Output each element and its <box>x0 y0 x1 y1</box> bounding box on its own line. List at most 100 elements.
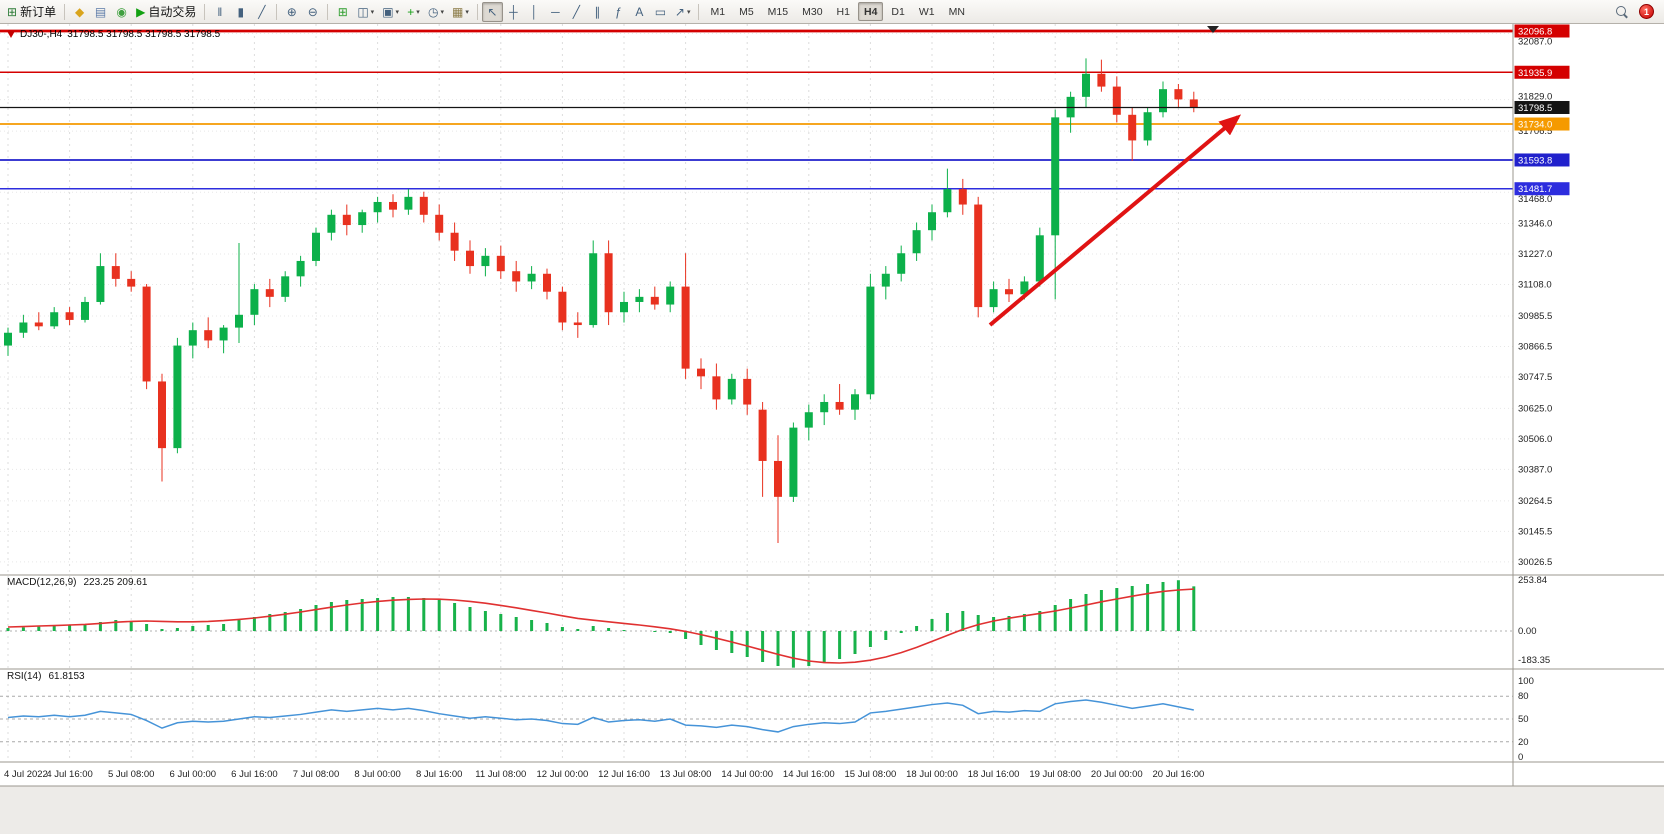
arrows-icon: ↗ <box>674 4 685 19</box>
crosshair-button[interactable]: ┼ <box>503 2 524 22</box>
price-tick-label: 31829.0 <box>1518 92 1552 103</box>
vertical-line-button[interactable]: │ <box>524 2 545 22</box>
timeframe-w1[interactable]: W1 <box>913 2 941 21</box>
price-tick-label: 30026.5 <box>1518 557 1552 568</box>
price-badge-label: 31481.7 <box>1518 184 1552 195</box>
candle-body <box>774 460 782 497</box>
price-scale[interactable] <box>1513 24 1664 786</box>
toolbar-separator <box>327 3 329 20</box>
time-axis-label: 19 Jul 08:00 <box>1029 769 1081 780</box>
time-axis-label: 20 Jul 00:00 <box>1091 769 1143 780</box>
timeframe-m15[interactable]: M15 <box>762 2 794 21</box>
chart-header: DJ30-,H4 31798.5 31798.5 31798.5 31798.5 <box>7 29 220 40</box>
autotrading-button[interactable]: ▶ 自动交易 <box>132 2 200 22</box>
candle-body <box>466 250 474 267</box>
macd-signal-line <box>7 588 1194 664</box>
candle-body <box>1005 289 1013 295</box>
new-order-button-label: 新订单 <box>20 5 57 19</box>
channel-button[interactable]: ∥ <box>587 2 608 22</box>
candle-body <box>389 201 397 210</box>
candle-body <box>342 214 351 226</box>
candle-body <box>789 427 798 497</box>
fibonacci-icon: ƒ <box>615 4 622 19</box>
candle-body <box>1143 112 1152 141</box>
time-axis-label: 4 Jul 16:00 <box>46 769 92 780</box>
dropdown-caret-icon: ▾ <box>465 8 469 16</box>
arrows-button[interactable]: ↗ ▾ <box>671 2 695 22</box>
timeframe-h1[interactable]: H1 <box>831 2 856 21</box>
symbol-marker-icon <box>7 31 15 38</box>
candle-body <box>250 289 259 315</box>
candle-body <box>158 381 166 449</box>
label-button[interactable]: ▭ <box>650 2 671 22</box>
candle-body <box>111 266 120 279</box>
price-tick-label: 30625.0 <box>1518 403 1552 414</box>
new-chart-button[interactable]: ⊞ <box>332 2 353 22</box>
candle-body <box>235 314 243 328</box>
candle-body <box>989 289 998 308</box>
toolbar-separator <box>64 3 66 20</box>
timeframe-m30[interactable]: M30 <box>796 2 828 21</box>
chart-shift-marker-icon[interactable] <box>1207 26 1219 33</box>
price-tick-label: 30506.0 <box>1518 434 1552 445</box>
candles <box>4 58 1198 543</box>
cascade-windows-button[interactable]: ◫ ▾ <box>353 2 378 22</box>
price-tick-label: 31108.0 <box>1518 280 1552 291</box>
time-axis-label: 12 Jul 16:00 <box>598 769 650 780</box>
candle-body <box>727 378 736 400</box>
timeframe-d1[interactable]: D1 <box>885 2 910 21</box>
search-icon[interactable] <box>1615 5 1629 19</box>
time-axis-label: 14 Jul 00:00 <box>721 769 773 780</box>
cursor-button[interactable]: ↖ <box>481 1 503 22</box>
rsi-value: 61.8153 <box>48 671 85 682</box>
indicators-icon: + <box>407 4 415 19</box>
price-badge-label: 31593.8 <box>1518 155 1552 166</box>
trendline-button[interactable]: ╱ <box>566 2 587 22</box>
metaeditor-button[interactable]: ◆ <box>69 2 90 22</box>
fibonacci-button[interactable]: ƒ <box>608 2 629 22</box>
horizontal-line-button[interactable]: ─ <box>545 2 566 22</box>
periods-button[interactable]: ◷ ▾ <box>424 2 448 22</box>
zoom-out-button[interactable]: ⊖ <box>302 2 323 22</box>
candle-body <box>404 196 413 210</box>
text-button[interactable]: A <box>629 2 650 22</box>
trend-arrow[interactable] <box>988 114 1242 327</box>
candle-body <box>19 322 28 333</box>
candle-body <box>758 409 767 461</box>
time-axis-label: 6 Jul 16:00 <box>231 769 277 780</box>
market-watch-button[interactable]: ◉ <box>111 2 132 22</box>
time-axis-label: 8 Jul 16:00 <box>416 769 462 780</box>
candle-body <box>1174 89 1183 100</box>
new-order-button[interactable]: ⊞ 新订单 <box>3 2 60 22</box>
candle-body <box>142 286 151 382</box>
candle-body <box>635 296 644 302</box>
timeframe-m1[interactable]: M1 <box>704 2 731 21</box>
time-axis[interactable] <box>0 762 1513 786</box>
templates-button[interactable]: ▦ ▾ <box>448 2 473 22</box>
line-chart-button[interactable]: ╱ <box>251 2 272 22</box>
timeframe-mn[interactable]: MN <box>943 2 971 21</box>
notification-badge[interactable]: 1 <box>1639 4 1654 19</box>
candle-body <box>666 286 675 305</box>
candle-body <box>912 230 921 254</box>
toolbar-separator <box>698 3 700 20</box>
price-tick-label: 30747.5 <box>1518 372 1552 383</box>
price-tick-label: 30985.5 <box>1518 311 1552 322</box>
ohlc-values: 31798.5 31798.5 31798.5 31798.5 <box>67 29 221 40</box>
price-chart-canvas[interactable]: 32087.0 31829.0 31706.5 31468.0 31346.0 31227… <box>0 24 1664 834</box>
profiles-button[interactable]: ▤ <box>90 2 111 22</box>
tile-windows-button[interactable]: ▣ ▾ <box>378 2 403 22</box>
indicators-button[interactable]: + ▾ <box>403 2 424 22</box>
timeframe-m5[interactable]: M5 <box>733 2 760 21</box>
price-badge <box>1514 153 1570 167</box>
candle-body <box>943 189 952 213</box>
cascade-windows-icon: ◫ <box>357 4 369 19</box>
zoom-in-button[interactable]: ⊕ <box>281 2 302 22</box>
bar-chart-button[interactable]: ‖ <box>209 2 230 22</box>
grid <box>0 24 1513 762</box>
dropdown-caret-icon: ▾ <box>395 8 400 16</box>
timeframe-h4[interactable]: H4 <box>857 2 884 21</box>
candlestick-chart-button[interactable]: ▮ <box>230 2 251 22</box>
candle-body <box>958 189 967 205</box>
price-tick-label: 30387.0 <box>1518 464 1552 475</box>
